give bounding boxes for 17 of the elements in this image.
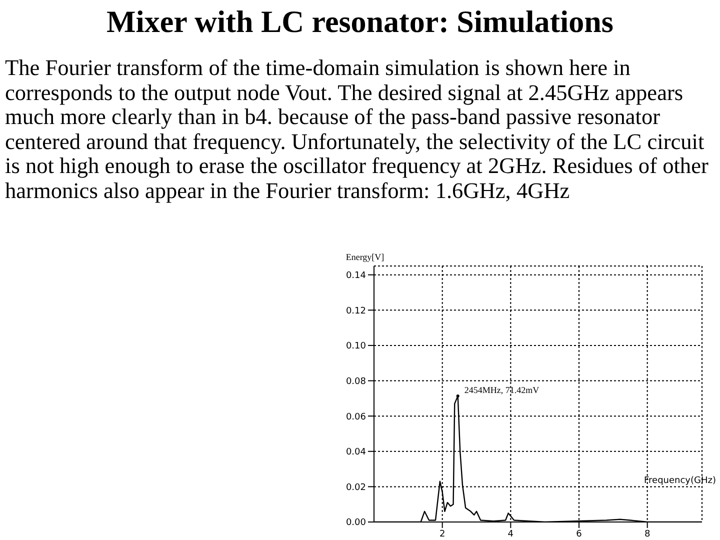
y-tick-label: 0.02: [346, 482, 366, 493]
x-tick-label: 4: [508, 529, 514, 540]
annotation: 2454MHz, 71.42mV: [464, 385, 540, 396]
y-tick-label: 0.12: [346, 306, 366, 316]
y-axis-title: Energy[V]: [346, 252, 384, 262]
chart-subtitle: The Fourier transform of the time-domain simulation is shown here in corresponds to the output node Vout. The desired signal at 2.45GHz appears much more clearly than in b4. because of the pass-band passive resonator centered around that frequency. Unfortunately, the selectivity of the LC circuit is not high enough to erase the oscillator frequency at 2GHz. Residues of other harmonics also appear in the Fourier transform: 1.6GHz, 4GHz: [5, 55, 710, 203]
y-tick-label: 0.08: [346, 376, 366, 387]
x-tick-label: 8: [644, 529, 650, 540]
x-tick-label: 2: [439, 529, 446, 540]
chart-title: Mixer with LC resonator: Simulations: [106, 4, 614, 40]
y-tick-label: 0.14: [346, 271, 366, 282]
x-axis-title: Frequency(GHz): [644, 476, 716, 486]
x-tick-label: 6: [576, 529, 582, 540]
y-tick-label: 0.10: [346, 342, 366, 352]
y-tick-label: 0.00: [346, 518, 366, 528]
y-tick-label: 0.04: [346, 448, 366, 458]
y-tick-label: 0.06: [346, 412, 366, 422]
